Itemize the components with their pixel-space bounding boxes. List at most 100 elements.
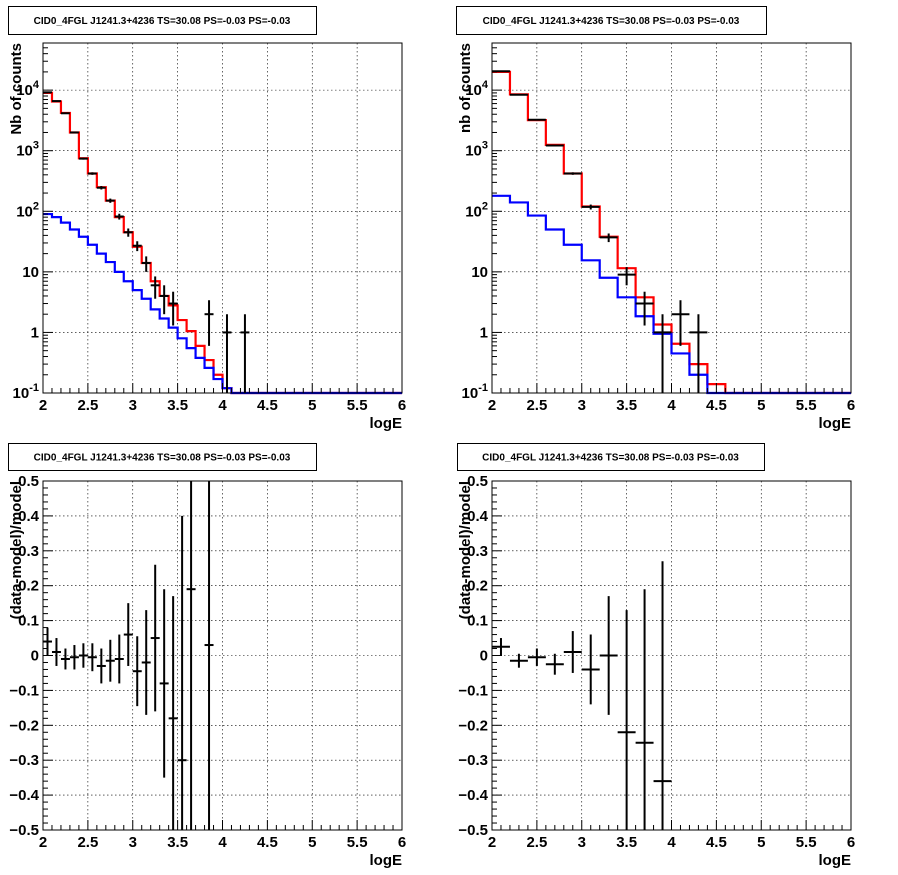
data-point: [69, 645, 79, 670]
x-tick-label: 3.5: [616, 397, 637, 414]
x-tick-label: 4: [218, 834, 227, 851]
data-points: [492, 70, 708, 393]
x-tick-label: 3: [129, 397, 137, 414]
data-point: [168, 596, 178, 830]
y-tick-label: −0.2: [9, 717, 39, 734]
chart-title: CID0_4FGL J1241.3+4236 TS=30.08 PS=-0.03…: [483, 16, 740, 27]
x-tick-label: 5: [757, 834, 765, 851]
x-tick-label: 5.5: [347, 834, 368, 851]
data-point: [78, 157, 88, 160]
x-tick-label: 2: [488, 397, 496, 414]
y-tick-label: 0.4: [467, 508, 489, 525]
data-point: [204, 300, 214, 346]
x-tick-label: 5.5: [796, 834, 817, 851]
data-point: [87, 172, 97, 175]
x-tick-label: 6: [847, 834, 855, 851]
data-point: [132, 636, 142, 707]
y-axis-label: Nb of counts: [8, 43, 25, 135]
data-point: [689, 314, 708, 393]
data-point: [168, 291, 178, 326]
x-tick-label: 4.5: [257, 397, 278, 414]
x-tick-label: 6: [398, 397, 406, 414]
y-tick-label: 0.1: [18, 613, 39, 630]
data-point: [114, 634, 124, 684]
y-tick-label: 0.5: [18, 473, 39, 490]
chart-top-left: CID0_4FGL J1241.3+4236 TS=30.08 PS=-0.03…: [8, 6, 406, 432]
data-points: [43, 91, 250, 393]
data-point: [581, 634, 600, 705]
y-ticks: [492, 42, 502, 394]
y-tick-label: −0.4: [458, 787, 488, 804]
y-tick-label: −0.3: [9, 752, 39, 769]
data-point: [141, 610, 151, 715]
data-point: [545, 653, 564, 675]
data-point: [581, 204, 600, 210]
x-tick-label: 2.5: [526, 834, 547, 851]
chart-title: CID0_4FGL J1241.3+4236 TS=30.08 PS=-0.03…: [482, 453, 739, 464]
y-ticks: [492, 480, 502, 831]
y-tick-label: −0.4: [9, 787, 39, 804]
x-tick-label: 3.5: [167, 397, 188, 414]
x-tick-label: 4.5: [706, 397, 727, 414]
x-ticks: [491, 383, 852, 393]
x-tick-label: 5: [308, 834, 316, 851]
y-ticks: [43, 42, 53, 394]
data-point: [114, 213, 124, 220]
chart-title: CID0_4FGL J1241.3+4236 TS=30.08 PS=-0.03…: [34, 16, 291, 27]
data-point: [96, 186, 106, 190]
grid: [492, 481, 851, 830]
x-tick-label: 2.5: [77, 397, 98, 414]
data-point: [492, 638, 510, 656]
y-tick-label: 0.3: [467, 543, 488, 560]
x-tick-label: 5: [308, 397, 316, 414]
x-tick-label: 3.5: [616, 834, 637, 851]
data-point: [617, 267, 636, 286]
title-box: [8, 6, 317, 35]
data-point: [159, 285, 169, 315]
data-point: [527, 648, 546, 666]
y-tick-label: −0.1: [458, 682, 488, 699]
data-point: [653, 314, 672, 393]
x-tick-label: 3.5: [167, 834, 188, 851]
x-tick-label: 2.5: [526, 397, 547, 414]
data-point: [635, 589, 654, 830]
data-point: [240, 314, 250, 393]
data-point: [69, 131, 79, 134]
y-axis-label: nb of counts: [457, 43, 474, 133]
x-tick-label: 4: [218, 397, 227, 414]
x-tick-label: 6: [847, 397, 855, 414]
data-point: [599, 596, 618, 715]
y-ticks: [43, 480, 53, 831]
data-point: [563, 631, 582, 673]
y-tick-label: 10-1: [462, 382, 488, 402]
x-tick-label: 4: [667, 834, 676, 851]
data-point: [51, 638, 61, 666]
y-tick-label: 102: [465, 200, 488, 220]
x-tick-label: 6: [398, 834, 406, 851]
data-point: [141, 256, 151, 272]
data-point: [132, 241, 142, 252]
y-tick-label: 1: [31, 324, 39, 341]
x-axis-label: logE: [819, 415, 852, 432]
data-point: [509, 93, 528, 96]
x-axis-label: logE: [370, 415, 403, 432]
y-tick-label: 0: [31, 648, 39, 665]
y-tick-label: −0.5: [9, 822, 39, 839]
y-tick-label: 0: [480, 648, 488, 665]
y-tick-label: 103: [16, 140, 39, 160]
y-tick-label: 0.4: [18, 508, 40, 525]
data-point: [635, 291, 654, 326]
chart-bottom-right: CID0_4FGL J1241.3+4236 TS=30.08 PS=-0.03…: [457, 443, 855, 869]
data-point: [123, 228, 133, 237]
x-tick-label: 4.5: [257, 834, 278, 851]
x-tick-label: 5: [757, 397, 765, 414]
x-tick-label: 2: [39, 397, 47, 414]
x-tick-label: 5.5: [796, 397, 817, 414]
data-point: [87, 643, 97, 672]
y-tick-label: −0.5: [458, 822, 488, 839]
data-point: [653, 561, 672, 830]
y-axis-label: (data-model)/model: [8, 481, 25, 619]
chart-bottom-left: CID0_4FGL J1241.3+4236 TS=30.08 PS=-0.03…: [8, 443, 406, 869]
data-point: [60, 112, 70, 115]
